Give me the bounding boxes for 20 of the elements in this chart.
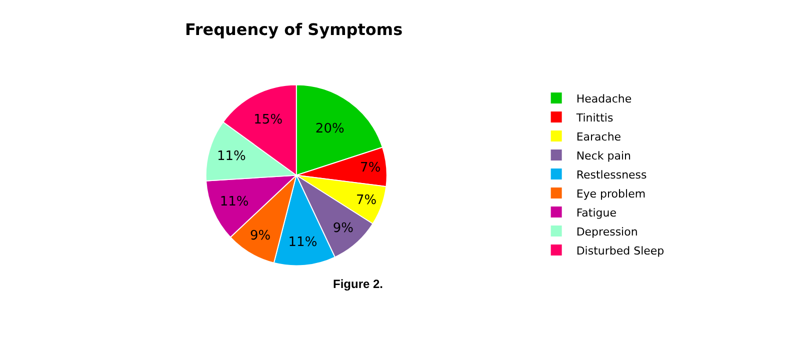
data-label: 7% (356, 192, 377, 208)
legend-label: Fatigue (576, 206, 617, 220)
legend-label: Depression (576, 225, 638, 238)
data-label: 11% (216, 148, 246, 164)
data-label: 20% (315, 122, 344, 137)
data-label: 15% (254, 112, 283, 128)
data-label: 7% (360, 160, 381, 176)
data-label: 9% (250, 228, 271, 244)
data-label: 9% (332, 220, 354, 236)
data-label: 11% (288, 235, 318, 250)
legend-label: Restlessness (576, 168, 648, 182)
data-label: 11% (220, 194, 249, 210)
caption: Figure 2. (333, 277, 384, 291)
legend-label: Tinittis (575, 111, 614, 124)
legend-label: Earache (576, 130, 622, 144)
legend-label: Headache (576, 92, 632, 106)
chart-title: Frequency of Symptoms (184, 20, 403, 39)
legend-label: Disturbed Sleep (576, 244, 664, 258)
legend-label: Neck pain (576, 149, 632, 162)
legend-label: Eye problem (576, 187, 646, 200)
